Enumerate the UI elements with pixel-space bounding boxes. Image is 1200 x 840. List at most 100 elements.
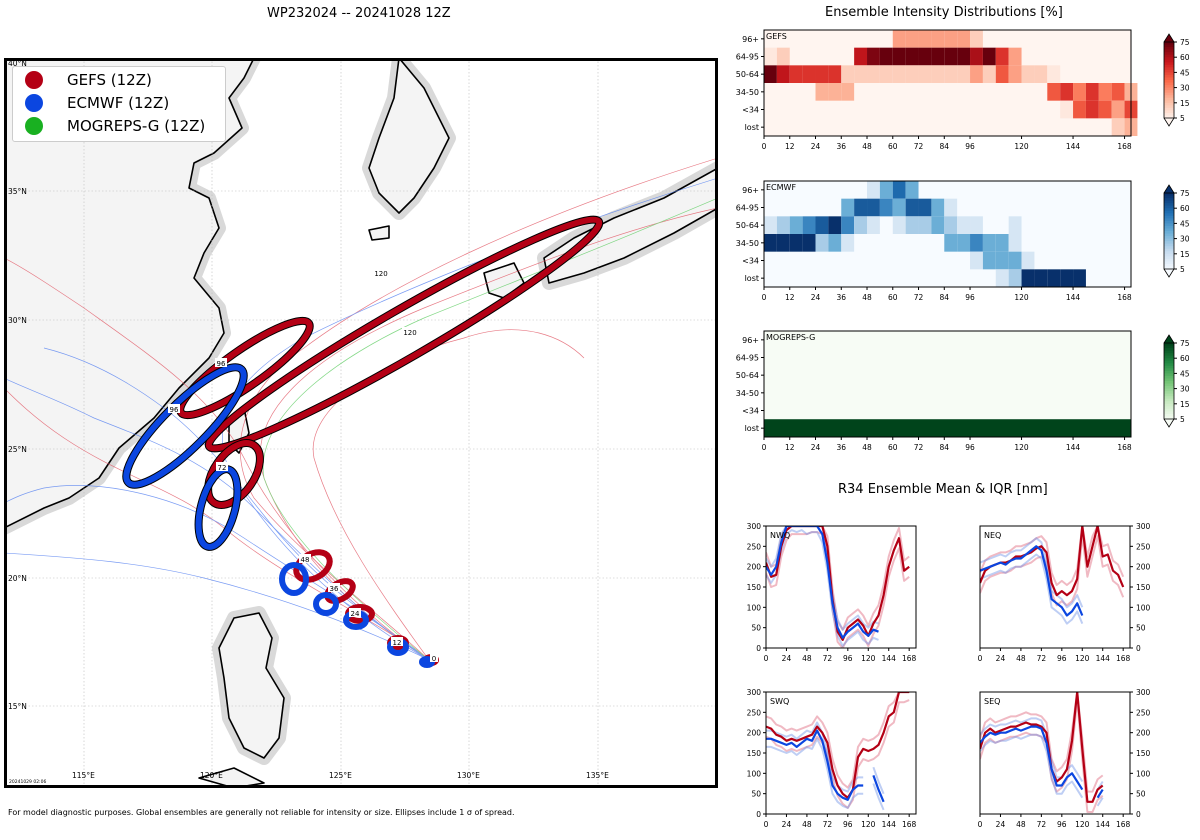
colorbar-label: 75	[1180, 38, 1190, 47]
heatmap-ylabel: <34	[742, 407, 759, 416]
label-120-lower: 120	[403, 329, 416, 337]
colorbar-segment	[1164, 49, 1174, 53]
r34-ylabel: 50	[751, 624, 761, 633]
colorbar-segment	[1164, 246, 1174, 250]
colorbar-segment	[1164, 373, 1174, 377]
r34-xlabel: 96	[843, 654, 853, 663]
ecmwf-iqr-lower	[980, 733, 1104, 807]
heatmap-cell	[867, 216, 880, 234]
r34-xlabel: 120	[1075, 654, 1090, 663]
lat-15: 15°N	[8, 702, 27, 711]
heatmap-xlabel: 60	[888, 293, 898, 302]
colorbar-segment	[1164, 370, 1174, 374]
r34-ylabel: 250	[747, 542, 762, 551]
heatmap-cell	[1060, 100, 1074, 119]
colorbar-min-arrow	[1163, 418, 1175, 428]
lat-30: 30°N	[8, 316, 27, 325]
heatmap-cell	[944, 30, 958, 48]
colorbar-segment	[1164, 85, 1174, 89]
r34-background	[766, 692, 916, 814]
colorbar-label: 15	[1180, 99, 1190, 108]
r34-xlabel: 72	[1037, 820, 1047, 829]
heatmap-cell	[905, 198, 919, 217]
colorbar-segment	[1164, 365, 1174, 369]
heatmap-cell	[918, 30, 932, 48]
r34-xlabel: 96	[1057, 820, 1067, 829]
heatmap-cell	[982, 47, 996, 66]
heatmap-cell	[815, 216, 829, 234]
heatmap-cell	[905, 216, 919, 234]
gefs-iqr-upper	[766, 692, 910, 789]
heatmap-cell	[931, 216, 945, 234]
label-96-ecmwf: 96	[170, 406, 179, 414]
heatmap-panel-label: ECMWF	[766, 183, 796, 192]
colorbar-segment	[1164, 62, 1174, 66]
colorbar-segment	[1164, 363, 1174, 367]
colorbar-segment	[1164, 248, 1174, 252]
heatmap-cell	[1085, 83, 1099, 101]
heatmap-cell	[944, 234, 958, 252]
heatmap-cell	[867, 198, 880, 217]
r34-xlabel: 144	[1096, 820, 1111, 829]
colorbar-label: 45	[1180, 369, 1190, 378]
colorbar-segment	[1164, 107, 1174, 111]
label-24: 24	[351, 610, 360, 618]
colorbar-segment	[1164, 388, 1174, 392]
label-48: 48	[301, 556, 310, 564]
r34-xlabel: 0	[764, 820, 769, 829]
colorbar-segment	[1164, 54, 1174, 58]
colorbar-label: 5	[1180, 114, 1185, 123]
heatmap-cell	[1060, 83, 1074, 101]
heatmap-cell	[815, 83, 829, 101]
heatmap-cell	[776, 47, 790, 66]
r34-ylabel: 300	[1136, 688, 1151, 697]
ecmwf-mean-line	[980, 725, 1104, 799]
label-96-gefs: 96	[217, 360, 226, 368]
gefs-iqr-upper	[766, 526, 910, 631]
heatmap-cell	[789, 216, 803, 234]
colorbar-segment	[1164, 203, 1174, 207]
heatmap-cell	[970, 251, 983, 270]
r34-ylabel: 150	[747, 749, 762, 758]
heatmap-cell	[1073, 83, 1086, 101]
colorbar-segment	[1164, 396, 1174, 400]
r34-ylabel: 200	[747, 729, 762, 738]
legend-label-ecmwf: ECMWF (12Z)	[67, 94, 170, 112]
r34-ylabel: 0	[1136, 810, 1141, 819]
heatmap-cell	[931, 198, 945, 217]
r34-ylabel: 50	[751, 790, 761, 799]
r34-xlabel: 48	[1016, 654, 1026, 663]
r34-xlabel: 48	[802, 654, 812, 663]
heatmap-xlabel: 24	[811, 443, 821, 452]
colorbar-segment	[1164, 87, 1174, 91]
r34-panel-label: SEQ	[984, 697, 1000, 706]
colorbar-segment	[1164, 243, 1174, 247]
heatmap-cell	[879, 181, 893, 199]
r34-lines	[980, 692, 1104, 813]
heatmap-cell	[1021, 65, 1035, 83]
colorbar-label: 30	[1180, 385, 1190, 394]
heatmap-cell	[789, 65, 803, 83]
colorbar-label: 60	[1180, 354, 1190, 363]
colorbar-segment	[1164, 408, 1174, 412]
heatmap-panel-label: GEFS	[766, 32, 787, 41]
heatmap-cell	[995, 269, 1009, 287]
legend-marker-gefs	[25, 71, 43, 89]
heatmap-cell	[841, 216, 855, 234]
colorbar-segment	[1164, 416, 1174, 420]
colorbar-segment	[1164, 360, 1174, 364]
heatmap-ylabel: <34	[742, 106, 759, 115]
ecmwf-mean-line	[980, 545, 1084, 617]
colorbar-segment	[1164, 223, 1174, 227]
r34-xlabel: 24	[782, 820, 792, 829]
heatmap-ecmwf: ECMWF 96+ 64-95 50-64 34-50 <34 lost 0 12 24 36 48 6…	[736, 180, 1190, 302]
heatmap-cell	[815, 65, 829, 83]
heatmap-cell	[1111, 83, 1125, 101]
heatmap-cell	[879, 65, 893, 83]
heatmap-cell	[802, 234, 816, 252]
r34-title: R34 Ensemble Mean & IQR [nm]	[838, 482, 1048, 497]
map-frame	[4, 58, 718, 788]
heatmap-xlabel: 48	[862, 443, 872, 452]
colorbar-segment	[1164, 195, 1174, 199]
